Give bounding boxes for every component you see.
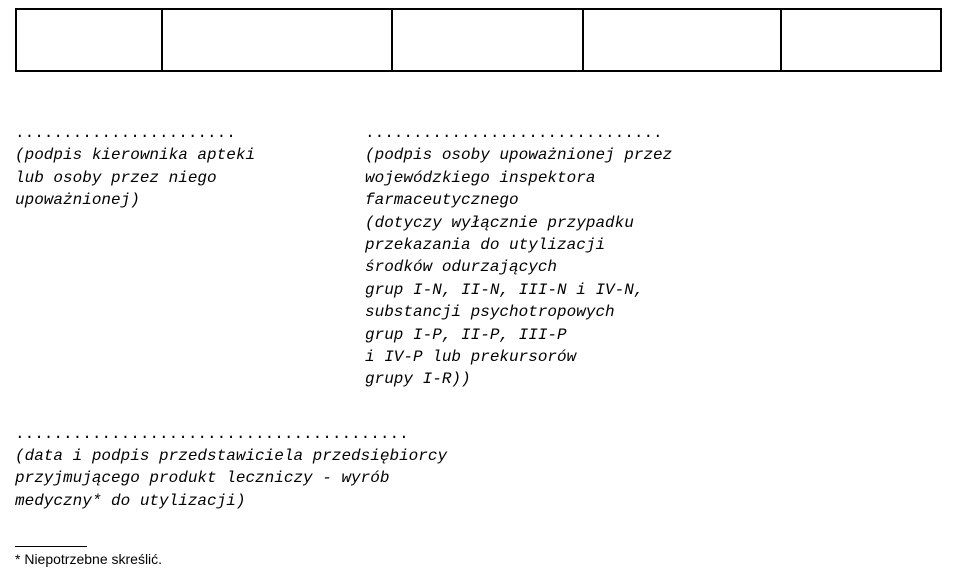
sig-left-line-1: (podpis kierownika apteki xyxy=(15,144,365,166)
signature-bottom-block: ........................................… xyxy=(0,423,960,513)
signature-right-block: ............................... (podpis … xyxy=(365,122,895,391)
dots-line: ............................... xyxy=(365,122,895,144)
dots-line: ....................... xyxy=(15,122,365,144)
sig-right-line-7: grup I-N, II-N, III-N i IV-N, xyxy=(365,279,895,301)
sig-right-line-1: (podpis osoby upoważnionej przez xyxy=(365,144,895,166)
sig-left-line-3: upoważnionej) xyxy=(15,189,365,211)
sig-right-line-3: farmaceutycznego xyxy=(365,189,895,211)
bottom-line-1: (data i podpis przedstawiciela przedsięb… xyxy=(15,445,960,467)
table-cell xyxy=(393,10,584,70)
bottom-line-3: medyczny* do utylizacji) xyxy=(15,490,960,512)
signature-left-block: ....................... (podpis kierowni… xyxy=(15,122,365,391)
sig-right-line-5: przekazania do utylizacji xyxy=(365,234,895,256)
footnote-area: * Niepotrzebne skreślić. xyxy=(15,546,162,567)
bottom-line-2: przyjmującego produkt leczniczy - wyrób xyxy=(15,467,960,489)
empty-table xyxy=(15,8,942,72)
table-cell xyxy=(163,10,393,70)
dots-line: ........................................… xyxy=(15,423,960,445)
sig-right-line-11: grupy I-R)) xyxy=(365,368,895,390)
sig-right-line-2: wojewódzkiego inspektora xyxy=(365,167,895,189)
table-cell xyxy=(782,10,942,70)
sig-right-line-6: środków odurzających xyxy=(365,256,895,278)
signature-row: ....................... (podpis kierowni… xyxy=(0,122,960,391)
sig-right-line-10: i IV-P lub prekursorów xyxy=(365,346,895,368)
table-cell xyxy=(584,10,782,70)
table-cell xyxy=(17,10,163,70)
sig-right-line-8: substancji psychotropowych xyxy=(365,301,895,323)
sig-left-line-2: lub osoby przez niego xyxy=(15,167,365,189)
sig-right-line-9: grup I-P, II-P, III-P xyxy=(365,324,895,346)
footnote-text: * Niepotrzebne skreślić. xyxy=(15,551,162,567)
sig-right-line-4: (dotyczy wyłącznie przypadku xyxy=(365,212,895,234)
footnote-rule xyxy=(15,546,87,547)
